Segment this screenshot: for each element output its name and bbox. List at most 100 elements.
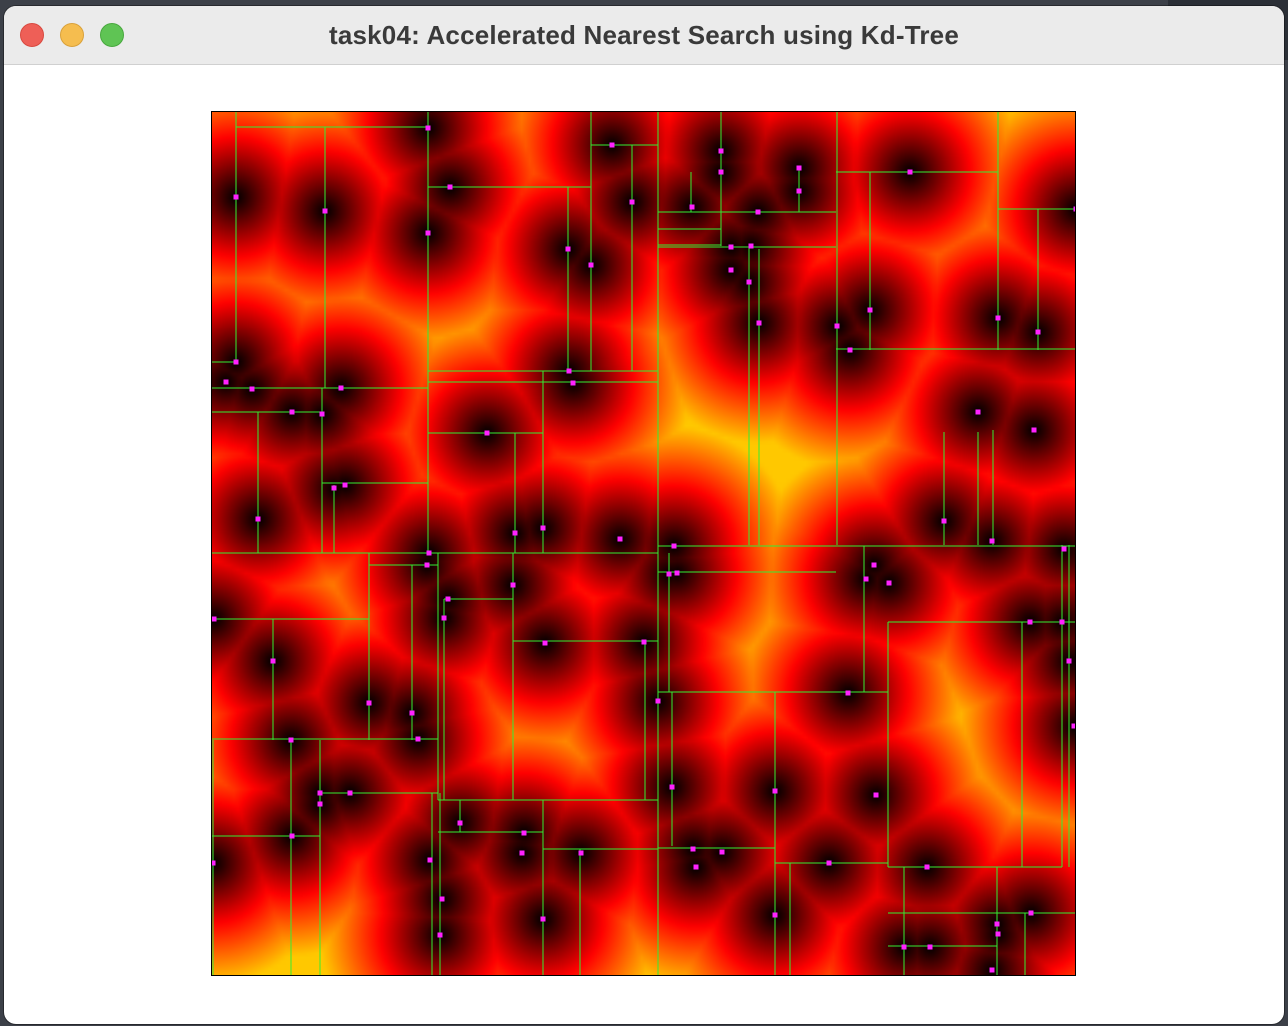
- kd-point: [415, 736, 421, 742]
- kd-point: [1031, 427, 1037, 433]
- kd-point: [289, 409, 295, 415]
- kd-point: [447, 184, 453, 190]
- kd-point: [989, 538, 995, 544]
- kd-point: [540, 525, 546, 531]
- kd-point: [719, 849, 725, 855]
- kd-point: [484, 430, 490, 436]
- app-window: task04: Accelerated Nearest Search using…: [4, 6, 1284, 1024]
- kd-point: [366, 700, 372, 706]
- kd-point: [674, 570, 680, 576]
- kd-point: [1059, 619, 1065, 625]
- kd-point: [718, 148, 724, 154]
- kd-point: [317, 790, 323, 796]
- kd-point: [409, 710, 415, 716]
- kd-point: [540, 916, 546, 922]
- kd-point: [629, 199, 635, 205]
- kd-point: [927, 944, 933, 950]
- kd-point: [233, 194, 239, 200]
- kd-point: [319, 411, 325, 417]
- kd-point: [542, 640, 548, 646]
- kd-point: [826, 860, 832, 866]
- kd-point: [249, 386, 255, 392]
- kd-point: [834, 323, 840, 329]
- kd-point: [342, 482, 348, 488]
- kd-point: [690, 846, 696, 852]
- kd-point: [924, 864, 930, 870]
- kd-point: [941, 518, 947, 524]
- kd-point: [255, 516, 261, 522]
- kd-point: [425, 125, 431, 131]
- maximize-icon[interactable]: [100, 23, 124, 47]
- kd-point: [424, 562, 430, 568]
- kd-point: [666, 571, 672, 577]
- kd-point: [1035, 329, 1041, 335]
- kd-point: [1071, 723, 1075, 729]
- kd-point: [748, 243, 754, 249]
- kd-point: [671, 543, 677, 549]
- kd-point: [609, 142, 615, 148]
- kd-point: [426, 550, 432, 556]
- kd-point: [693, 864, 699, 870]
- kd-point: [270, 658, 276, 664]
- distance-field-heatmap: [212, 112, 1075, 975]
- kd-point: [565, 246, 571, 252]
- kd-point: [445, 596, 451, 602]
- kd-point: [317, 801, 323, 807]
- kd-point: [223, 379, 229, 385]
- kd-point: [867, 307, 873, 313]
- kd-point: [1073, 206, 1075, 212]
- kd-point: [989, 967, 995, 973]
- kd-point: [233, 359, 239, 365]
- kd-point: [588, 262, 594, 268]
- kd-point: [1028, 910, 1034, 916]
- kd-point: [728, 244, 734, 250]
- kd-point: [439, 896, 445, 902]
- kd-point: [566, 368, 572, 374]
- kd-point: [521, 830, 527, 836]
- kd-point: [655, 698, 661, 704]
- kd-point: [1027, 619, 1033, 625]
- kd-point: [886, 580, 892, 586]
- kd-point: [457, 820, 463, 826]
- kd-point: [873, 792, 879, 798]
- kd-point: [718, 169, 724, 175]
- kd-point: [755, 209, 761, 215]
- kd-point: [212, 860, 216, 866]
- kd-tree-viewport[interactable]: [211, 111, 1076, 976]
- kd-point: [772, 912, 778, 918]
- kd-point: [338, 385, 344, 391]
- kd-point: [212, 616, 217, 622]
- kd-point: [847, 347, 853, 353]
- kd-point: [901, 944, 907, 950]
- minimize-icon[interactable]: [60, 23, 84, 47]
- kd-point: [746, 279, 752, 285]
- close-icon[interactable]: [20, 23, 44, 47]
- kd-point: [641, 639, 647, 645]
- kd-point: [689, 204, 695, 210]
- kd-point: [728, 267, 734, 273]
- kd-point: [756, 320, 762, 326]
- kd-point: [425, 230, 431, 236]
- kd-point: [347, 790, 353, 796]
- kd-point: [995, 315, 1001, 321]
- kd-point: [570, 380, 576, 386]
- kd-point: [617, 536, 623, 542]
- kd-point: [441, 615, 447, 621]
- kd-point: [289, 833, 295, 839]
- kd-point: [796, 188, 802, 194]
- kd-point: [871, 562, 877, 568]
- kd-point: [1061, 546, 1067, 552]
- kd-point: [510, 582, 516, 588]
- kd-point: [437, 932, 443, 938]
- kd-point: [669, 784, 675, 790]
- kd-point: [288, 737, 294, 743]
- kd-point: [975, 409, 981, 415]
- title-bar[interactable]: task04: Accelerated Nearest Search using…: [4, 6, 1284, 65]
- kd-point: [331, 485, 337, 491]
- kd-point: [772, 788, 778, 794]
- kd-point: [512, 530, 518, 536]
- kd-point: [863, 576, 869, 582]
- kd-point: [322, 208, 328, 214]
- kd-point: [907, 169, 913, 175]
- kd-point: [1066, 658, 1072, 664]
